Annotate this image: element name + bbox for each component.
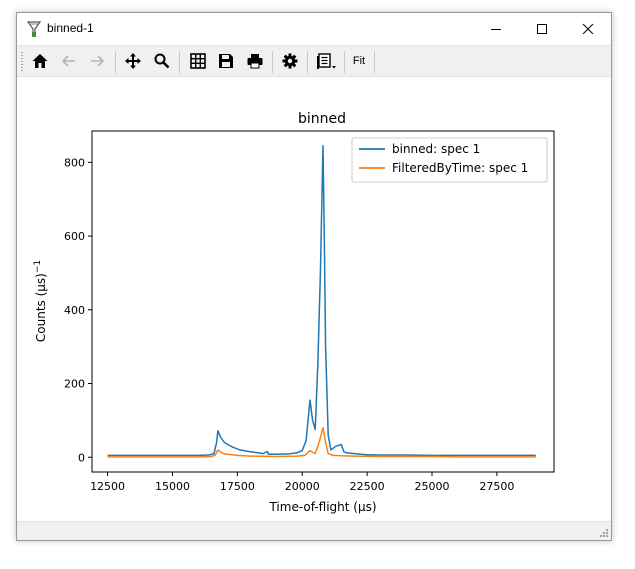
x-tick-label: 25000 [415,480,450,493]
forward-button[interactable] [85,49,109,73]
toolbar-separator [115,51,116,73]
close-icon [582,23,594,35]
maximize-icon [537,24,547,34]
move-icon [125,53,141,69]
zoom-icon [154,53,170,69]
toolbar-separator [179,51,180,73]
fit-button-label: Fit [352,55,366,67]
home-icon [32,54,48,68]
x-tick-label: 12500 [90,480,125,493]
fit-button[interactable]: Fit [347,49,371,73]
app-icon [26,21,42,37]
toolbar-separator [374,51,375,73]
plot-window: binned-1 [16,12,612,541]
document-options-button[interactable] [314,49,342,73]
maximize-button[interactable] [519,13,565,45]
zoom-button[interactable] [150,49,174,73]
window-title: binned-1 [47,21,94,35]
toolbar-separator [272,51,273,73]
back-button[interactable] [57,49,81,73]
close-button[interactable] [565,13,611,45]
y-axis-label-text: Counts (μs) [34,273,48,342]
chart-title: binned [298,111,346,127]
plot-toolbar: Fit [17,45,611,77]
back-arrow-icon [61,55,75,67]
legend-label-2: FilteredByTime: spec 1 [392,161,528,175]
home-button[interactable] [28,49,52,73]
y-axis-label: Counts (μs)−1 [33,260,48,342]
y-tick-label: 200 [64,378,85,391]
legend[interactable]: binned: spec 1 FilteredByTime: spec 1 [351,137,548,183]
plot-area[interactable]: 12500 15000 17500 20000 22500 25000 27500 0 200… [64,130,555,493]
x-tick-label: 17500 [220,480,255,493]
status-bar [17,521,611,540]
forward-arrow-icon [91,55,105,67]
save-button[interactable] [214,49,238,73]
x-tick-label: 15000 [155,480,190,493]
print-button[interactable] [243,49,267,73]
x-tick-label: 27500 [479,480,514,493]
minimize-icon [491,29,501,30]
x-tick-label: 20000 [285,480,320,493]
toolbar-separator [344,51,345,73]
y-tick-label: 800 [64,156,85,169]
y-tick-label: 0 [78,451,85,464]
gear-icon [282,53,298,69]
y-tick-label: 400 [64,304,85,317]
print-icon [247,54,263,69]
legend-label-1: binned: spec 1 [392,142,480,156]
y-axis-label-exponent: −1 [33,260,43,273]
x-axis: 12500 15000 17500 20000 22500 25000 27500 [90,472,514,493]
x-axis-label: Time-of-flight (μs) [268,500,376,514]
series-line-1 [107,144,536,457]
grid-icon [190,53,206,69]
document-options-icon [317,53,336,69]
series-line-2 [107,427,536,458]
settings-button[interactable] [278,49,302,73]
legend-box [351,137,548,183]
series-layer [107,144,536,458]
y-axis: 0 200 400 600 800 [64,156,92,464]
plot-canvas[interactable]: binned 12500 15000 17500 20000 22500 25000 275… [17,77,611,521]
resize-grip-icon[interactable] [599,528,609,538]
title-bar[interactable]: binned-1 [17,13,611,45]
x-tick-label: 22500 [350,480,385,493]
chart[interactable]: binned 12500 15000 17500 20000 22500 25000 275… [17,77,611,521]
toolbar-separator [307,51,308,73]
pan-button[interactable] [121,49,145,73]
save-icon [219,54,233,68]
y-tick-label: 600 [64,230,85,243]
toolbar-grip[interactable] [21,52,23,72]
grid-button[interactable] [186,49,210,73]
minimize-button[interactable] [473,13,519,45]
